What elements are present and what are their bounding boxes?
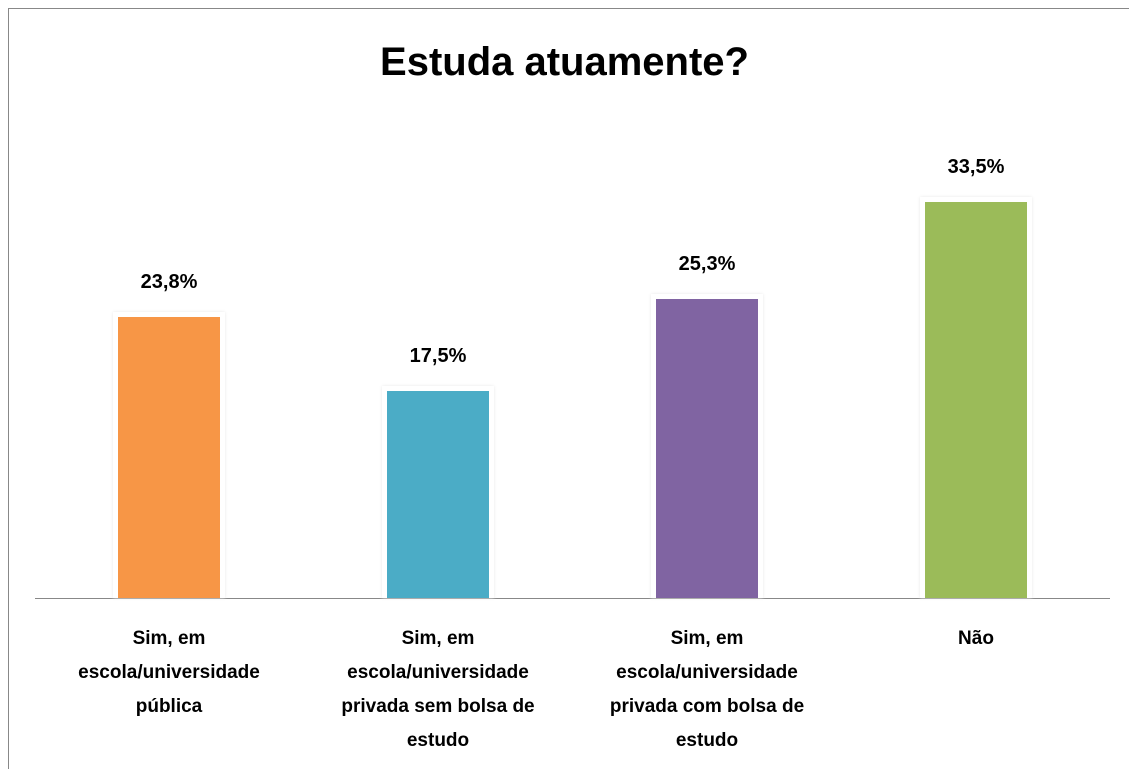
data-label: 25,3% <box>678 252 736 275</box>
data-label: 17,5% <box>409 345 467 368</box>
bar <box>920 197 1032 598</box>
x-axis-line <box>35 598 1110 599</box>
x-tick-label: Sim, em escola/universidade privada com … <box>609 628 805 751</box>
chart-frame <box>8 8 1129 769</box>
x-tick-label: Sim, em escola/universidade pública <box>78 628 260 717</box>
x-tick-label: Sim, em escola/universidade privada sem … <box>341 628 535 751</box>
x-tick-label: Não <box>958 628 994 649</box>
bar <box>113 311 225 598</box>
bar <box>382 386 494 598</box>
data-label: 33,5% <box>947 156 1005 179</box>
chart-title: Estuda atuamente? <box>380 40 749 84</box>
bar <box>651 293 763 598</box>
data-label: 23,8% <box>140 270 198 293</box>
